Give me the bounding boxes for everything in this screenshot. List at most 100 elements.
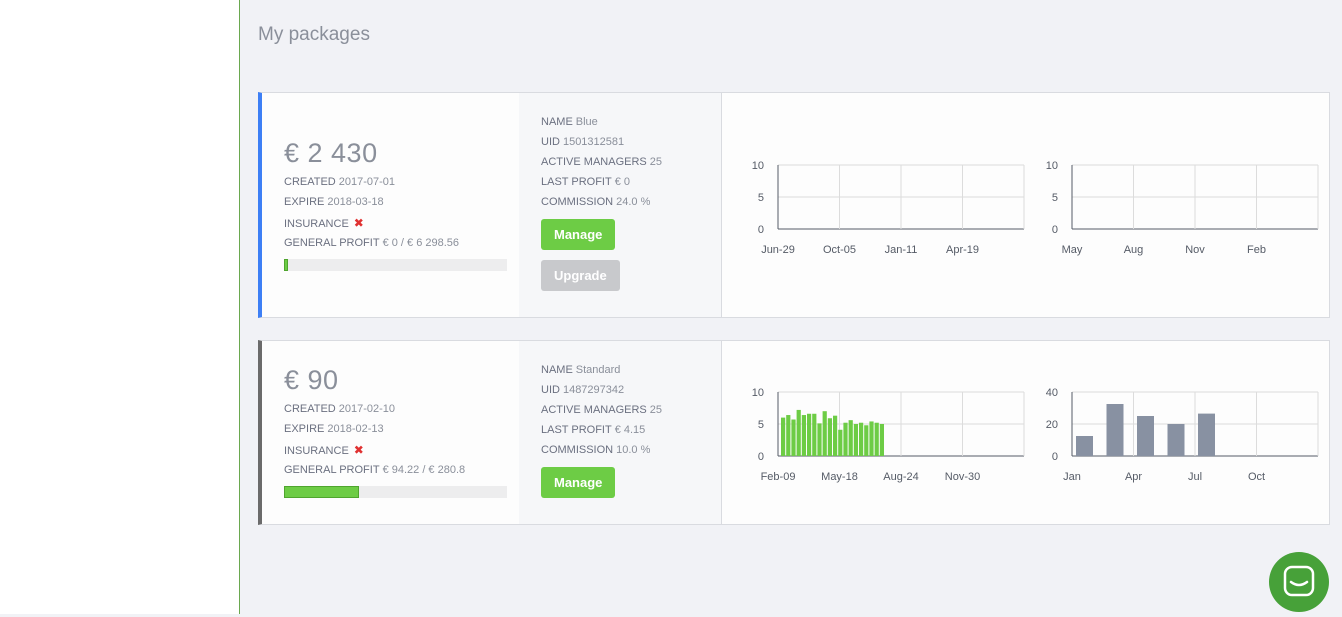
y-tick-label: 5: [1052, 192, 1058, 204]
y-tick-label: 10: [1046, 160, 1058, 172]
page-title: My packages: [258, 24, 370, 45]
cross-icon: ✖: [353, 216, 364, 230]
manage-button[interactable]: Manage: [541, 219, 616, 250]
y-tick-label: 0: [758, 224, 764, 236]
cross-icon: ✖: [353, 443, 364, 457]
chart-bar: [1167, 424, 1185, 456]
y-tick-label: 5: [758, 419, 764, 431]
daily-profit-chart: 0 5 10 Feb-09 May-18 Aug-24 Nov-30: [752, 387, 1025, 483]
package-card-standard: € 90 CREATED 2017-02-10 EXPIRE 2018-02-13 …: [258, 340, 1330, 525]
support-chat-button[interactable]: [1269, 552, 1329, 612]
expire-date: EXPIRE 2018-03-18: [284, 196, 384, 208]
package-charts: 0 5 10 Jun-29 Oct-05 Jan-11 Apr-19 0 5 10 May Aug N…: [722, 93, 1329, 317]
last-profit: LAST PROFIT € 0: [541, 176, 630, 188]
x-tick-label: Aug: [1124, 244, 1144, 256]
chat-bubble-icon: [1283, 565, 1315, 597]
x-tick-label: Jan-11: [885, 244, 918, 256]
x-tick-label: Feb: [1247, 244, 1266, 256]
package-charts: 0 5 10 Feb-09 May-18 Aug-24 Nov-30 0 20 40 Jan Apr…: [722, 341, 1329, 524]
y-tick-label: 0: [1052, 451, 1058, 463]
created-date: CREATED 2017-07-01: [284, 176, 396, 188]
profit-progress-bar: [284, 259, 507, 271]
chart-bar: [827, 418, 832, 456]
x-tick-label: Jul: [1188, 471, 1202, 483]
profit-progress-fill: [284, 259, 289, 271]
active-managers: ACTIVE MANAGERS 25: [541, 156, 662, 168]
y-tick-label: 0: [1052, 224, 1058, 236]
chart-bar: [869, 421, 874, 456]
chart-bar: [879, 424, 884, 456]
chart-bar: [859, 422, 864, 456]
insurance-status: INSURANCE ✖: [284, 443, 364, 457]
package-amount: € 2 430: [284, 138, 378, 168]
last-profit: LAST PROFIT € 4.15: [541, 424, 646, 436]
active-managers: ACTIVE MANAGERS 25: [541, 404, 662, 416]
x-tick-label: May-18: [821, 471, 858, 483]
charts-svg: 0 5 10 Feb-09 May-18 Aug-24 Nov-30 0 20 40 Jan Apr…: [752, 387, 1319, 483]
chart-bar: [817, 423, 822, 456]
commission: COMMISSION 10.0 %: [541, 444, 651, 456]
package-name: NAME Standard: [541, 364, 621, 376]
manage-button[interactable]: Manage: [541, 467, 616, 498]
y-tick-label: 40: [1046, 387, 1058, 399]
insurance-status: INSURANCE ✖: [284, 216, 364, 230]
profit-progress-fill: [284, 486, 359, 498]
package-uid: UID 1487297342: [541, 384, 625, 396]
package-details: NAME Standard UID 1487297342 ACTIVE MANAGE…: [519, 341, 722, 524]
sidebar: [0, 0, 240, 614]
package-name: NAME Blue: [541, 116, 598, 128]
chart-bar: [853, 424, 858, 456]
x-tick-label: Apr: [1125, 471, 1142, 483]
y-tick-label: 5: [758, 192, 764, 204]
chart-bar: [822, 411, 827, 456]
charts-svg: 0 5 10 Jun-29 Oct-05 Jan-11 Apr-19 0 5 10 May Aug N…: [752, 160, 1319, 256]
x-tick-label: Oct: [1248, 471, 1265, 483]
x-tick-label: Aug-24: [883, 471, 918, 483]
chart-bar: [807, 413, 812, 456]
y-tick-label: 20: [1046, 419, 1058, 431]
package-summary: € 2 430 CREATED 2017-07-01 EXPIRE 2018-03-…: [262, 93, 520, 317]
monthly-profit-chart: 0 20 40 Jan Apr Jul Oct: [1046, 387, 1319, 483]
x-tick-label: Nov: [1185, 244, 1205, 256]
commission: COMMISSION 24.0 %: [541, 196, 651, 208]
x-tick-label: May: [1062, 244, 1083, 256]
daily-profit-chart: 0 5 10 Jun-29 Oct-05 Jan-11 Apr-19: [752, 160, 1025, 256]
package-details: NAME Blue UID 1501312581 ACTIVE MANAGERS 25…: [519, 93, 722, 317]
chart-bar: [1106, 404, 1124, 456]
x-tick-label: Jan: [1063, 471, 1081, 483]
chart-bar: [801, 415, 806, 456]
chart-bar: [812, 413, 817, 456]
chart-bar: [843, 422, 848, 456]
chart-bar: [786, 415, 791, 456]
monthly-profit-chart: 0 5 10 May Aug Nov Feb: [1046, 160, 1319, 256]
general-profit: GENERAL PROFIT € 0 / € 6 298.56: [284, 237, 460, 249]
expire-date: EXPIRE 2018-02-13: [284, 423, 384, 435]
package-card-blue: € 2 430 CREATED 2017-07-01 EXPIRE 2018-03-…: [258, 92, 1330, 318]
x-tick-label: Nov-30: [945, 471, 980, 483]
chart-bar: [791, 419, 796, 456]
chart-bar: [848, 420, 853, 456]
chart-bar: [1137, 416, 1154, 456]
y-tick-label: 10: [752, 160, 764, 172]
x-tick-label: Oct-05: [823, 244, 856, 256]
chart-bar: [781, 417, 786, 456]
x-tick-label: Feb-09: [761, 471, 796, 483]
upgrade-button[interactable]: Upgrade: [541, 260, 620, 291]
y-tick-label: 10: [752, 387, 764, 399]
chart-bar: [874, 422, 879, 456]
package-summary: € 90 CREATED 2017-02-10 EXPIRE 2018-02-13 …: [262, 341, 520, 524]
chart-bar: [833, 415, 838, 456]
chart-bar: [796, 409, 801, 456]
created-date: CREATED 2017-02-10: [284, 403, 396, 415]
package-uid: UID 1501312581: [541, 136, 625, 148]
package-amount: € 90: [284, 365, 339, 395]
x-tick-label: Jun-29: [761, 244, 795, 256]
chart-bar: [864, 425, 869, 456]
y-tick-label: 0: [758, 451, 764, 463]
general-profit: GENERAL PROFIT € 94.22 / € 280.8: [284, 464, 466, 476]
chart-bar: [1198, 413, 1215, 456]
chart-bar: [838, 429, 843, 456]
profit-progress-bar: [284, 486, 507, 498]
chart-bar: [1076, 436, 1093, 456]
x-tick-label: Apr-19: [946, 244, 979, 256]
